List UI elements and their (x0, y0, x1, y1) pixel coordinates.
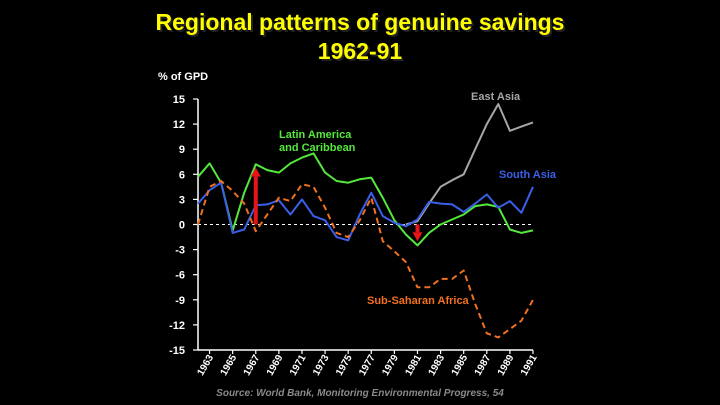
series-label-south_asia: South Asia (499, 169, 557, 181)
title-line-2: 1962-91 (317, 38, 403, 64)
x-tick-label: 1969 (265, 353, 286, 378)
y-tick-label: -6 (175, 270, 185, 282)
series-lines (197, 103, 534, 339)
x-tick-label: 1971 (288, 353, 309, 378)
y-tick-label: 12 (173, 119, 185, 131)
series-line-sub_saharan_africa (197, 180, 534, 339)
x-tick-label: 1979 (380, 353, 401, 378)
x-tick-label: 1987 (473, 353, 494, 378)
series-label-latin_america: and Caribbean (279, 142, 356, 154)
axes: 15 12 9 6 3 0 -3 -6 -9 -12 -15 1963 1965 1967 1969 1971… (169, 94, 540, 378)
x-tick-label: 1967 (242, 353, 263, 378)
y-tick-label: -12 (169, 320, 185, 332)
x-tick-label: 1983 (427, 353, 448, 378)
x-tick-label: 1991 (519, 353, 540, 378)
x-tick-label: 1981 (403, 353, 424, 378)
x-tick-label: 1985 (450, 353, 471, 378)
y-tick-label: 3 (179, 194, 185, 206)
arrow-head-0 (250, 167, 261, 177)
series-label-latin_america: Latin America (279, 129, 352, 141)
y-tick-label: 0 (179, 220, 185, 232)
x-tick-label: 1963 (195, 353, 216, 378)
series-line-latin_america (197, 152, 534, 247)
y-tick-label: 15 (173, 94, 185, 106)
x-tick-label: 1975 (334, 353, 355, 378)
x-tick-label: 1973 (311, 353, 332, 378)
x-tick-label: 1977 (357, 353, 378, 378)
slide-title: Regional patterns of genuine savings 196… (0, 8, 720, 66)
arrow-head-1 (412, 232, 423, 242)
y-axis-label: % of GPD (158, 71, 208, 83)
series-label-east_asia: East Asia (471, 91, 521, 103)
y-tick-label: -15 (169, 345, 185, 357)
title-line-1: Regional patterns of genuine savings (155, 9, 565, 35)
arrows (250, 167, 423, 242)
series-label-sub_saharan_africa: Sub-Saharan Africa (367, 295, 470, 307)
y-tick-label: 6 (179, 169, 185, 181)
x-tick-label: 1965 (219, 353, 240, 378)
source-note: Source: World Bank, Monitoring Environme… (216, 388, 504, 399)
x-tick-label: 1989 (496, 353, 517, 378)
y-tick-label: -3 (175, 245, 185, 257)
y-tick-label: 9 (179, 144, 185, 156)
y-tick-label: -9 (175, 295, 185, 307)
